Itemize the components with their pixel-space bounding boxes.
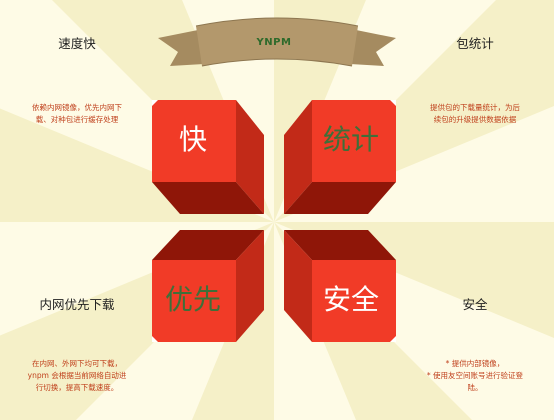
banner-label: YNPM [256,37,292,48]
cube-speed-front [152,100,236,182]
cube-security-side [284,230,312,342]
cube-speed-bottom [152,182,264,214]
feature-intranet-description-line: ynpm 会根据当前网络自动进 [27,371,127,380]
feature-speed-title: 速度快 [58,36,96,51]
feature-security-description-line: * 使用友空间账号进行验证登 [426,371,524,380]
cube-security [284,230,396,342]
feature-intranet-description-line: 行切换，提高下载速度。 [35,383,119,392]
feature-stats-description-line: 提供包的下载量统计，为后 [430,103,520,112]
cube-stats-glyph: 统计 [322,123,379,156]
feature-security-description-line: * 提供内部镜像， [445,359,505,368]
feature-speed-description-line: 载、对种包进行缓存处理 [35,115,119,124]
cube-speed [152,100,264,214]
ribbon-right-tail [350,30,396,66]
feature-security-description: * 提供内部镜像， * 使用友空间账号进行验证登 陆。 [410,358,540,394]
cube-speed-glyph: 快 [178,123,207,156]
feature-intranet-description: 在内网、外网下均可下载， ynpm 会根据当前网络自动进 行切换，提高下载速度。 [12,358,142,394]
feature-intranet-description-line: 在内网、外网下均可下载， [32,359,122,368]
ribbon-body [196,18,358,66]
cube-security-glyph: 安全 [322,283,379,316]
cube-security-front [312,260,396,342]
feature-speed-description-line: 依赖内网镜像，优先内网下 [32,103,122,112]
cube-stats-side [284,100,312,214]
feature-intranet-title: 内网优先下载 [39,297,115,312]
cube-intranet-side [236,230,264,342]
cube-intranet [152,230,264,342]
feature-stats-description: 提供包的下载量统计，为后 续包的升级提供数据依据 [410,102,540,126]
cube-stats-bottom [284,182,396,214]
ribbon-left-tail [158,30,204,66]
cube-intranet-top [152,230,264,260]
feature-security-description-line: 陆。 [467,383,483,392]
sunburst-ray [191,222,274,420]
cube-intranet-glyph: 优先 [164,283,221,316]
feature-security-title: 安全 [462,297,488,312]
cube-security-top [284,230,396,260]
feature-stats-title: 包统计 [456,36,494,51]
ribbon-banner [158,17,396,67]
feature-speed-description: 依赖内网镜像，优先内网下 载、对种包进行缓存处理 [12,102,142,126]
feature-stats-description-line: 续包的升级提供数据依据 [433,115,517,124]
cube-stats-front [312,100,396,182]
cube-stats [284,100,396,214]
cube-speed-side [236,100,264,214]
cube-intranet-front [152,260,236,342]
sunburst-ray [52,0,274,222]
